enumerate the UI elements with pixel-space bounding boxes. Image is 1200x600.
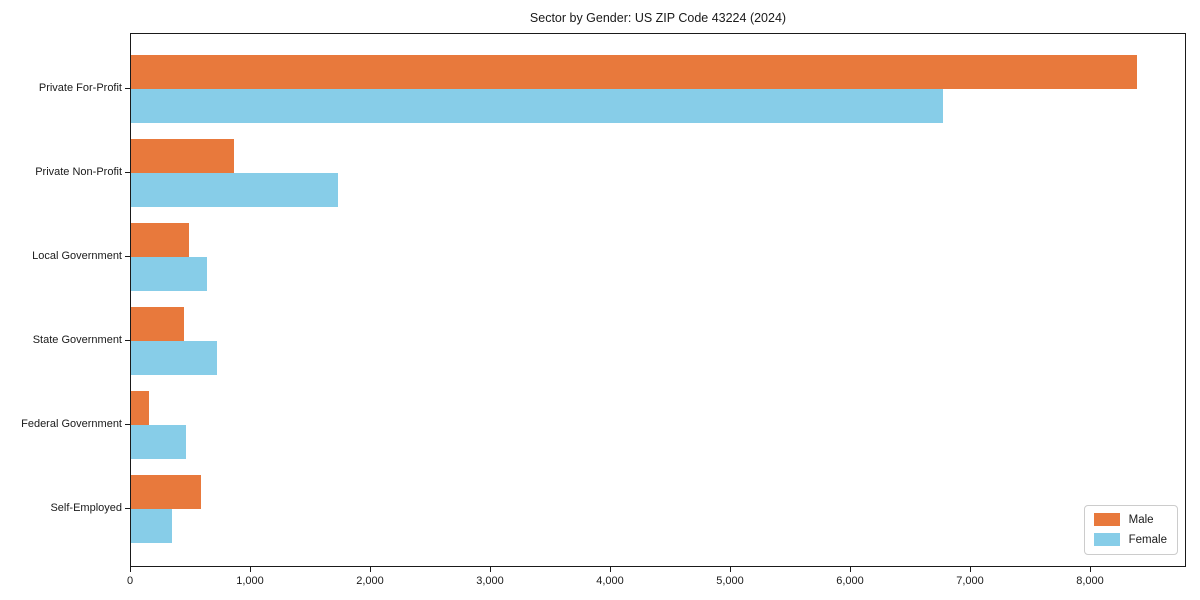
x-tick-mark [490,567,491,572]
y-tick-mark [125,424,130,425]
x-tick-label: 8,000 [1076,575,1104,587]
x-tick-label: 3,000 [476,575,504,587]
x-tick-mark [1090,567,1091,572]
x-tick-mark [610,567,611,572]
y-tick-mark [125,340,130,341]
bar-female-5 [131,509,172,543]
y-tick-mark [125,508,130,509]
y-tick-label: Private Non-Profit [35,166,122,178]
bar-male-4 [131,391,149,425]
x-tick-label: 1,000 [236,575,264,587]
y-tick-label: State Government [32,334,122,346]
legend-item-female: Female [1093,533,1167,546]
x-tick-mark [250,567,251,572]
bar-female-2 [131,257,207,291]
bar-male-0 [131,55,1137,89]
bar-male-5 [131,475,202,509]
legend-item-male: Male [1093,513,1167,526]
y-tick-label: Local Government [32,250,122,262]
x-tick-label: 2,000 [356,575,384,587]
y-tick-mark [125,172,130,173]
bar-male-2 [131,223,189,257]
x-tick-label: 6,000 [836,575,864,587]
y-tick-label: Private For-Profit [38,82,122,94]
plot-area: Male Female [130,33,1186,567]
legend: Male Female [1083,505,1178,555]
y-tick-mark [125,256,130,257]
bar-male-1 [131,139,235,173]
x-tick-mark [370,567,371,572]
bar-female-0 [131,89,944,123]
legend-label-female: Female [1128,533,1167,546]
x-tick-mark [130,567,131,572]
x-tick-mark [970,567,971,572]
x-tick-mark [850,567,851,572]
female-color-swatch [1093,533,1120,546]
bar-female-3 [131,341,217,375]
chart-title: Sector by Gender: US ZIP Code 43224 (202… [529,11,787,25]
y-tick-label: Federal Government [21,418,122,430]
male-color-swatch [1093,513,1120,526]
x-tick-label: 5,000 [716,575,744,587]
x-tick-label: 0 [126,575,134,587]
bar-male-3 [131,307,185,341]
x-tick-mark [730,567,731,572]
bar-female-4 [131,425,186,459]
x-tick-label: 4,000 [596,575,624,587]
y-tick-label: Self-Employed [50,502,122,514]
legend-label-male: Male [1128,513,1154,526]
y-tick-mark [125,88,130,89]
x-tick-label: 7,000 [956,575,984,587]
bar-female-1 [131,173,338,207]
